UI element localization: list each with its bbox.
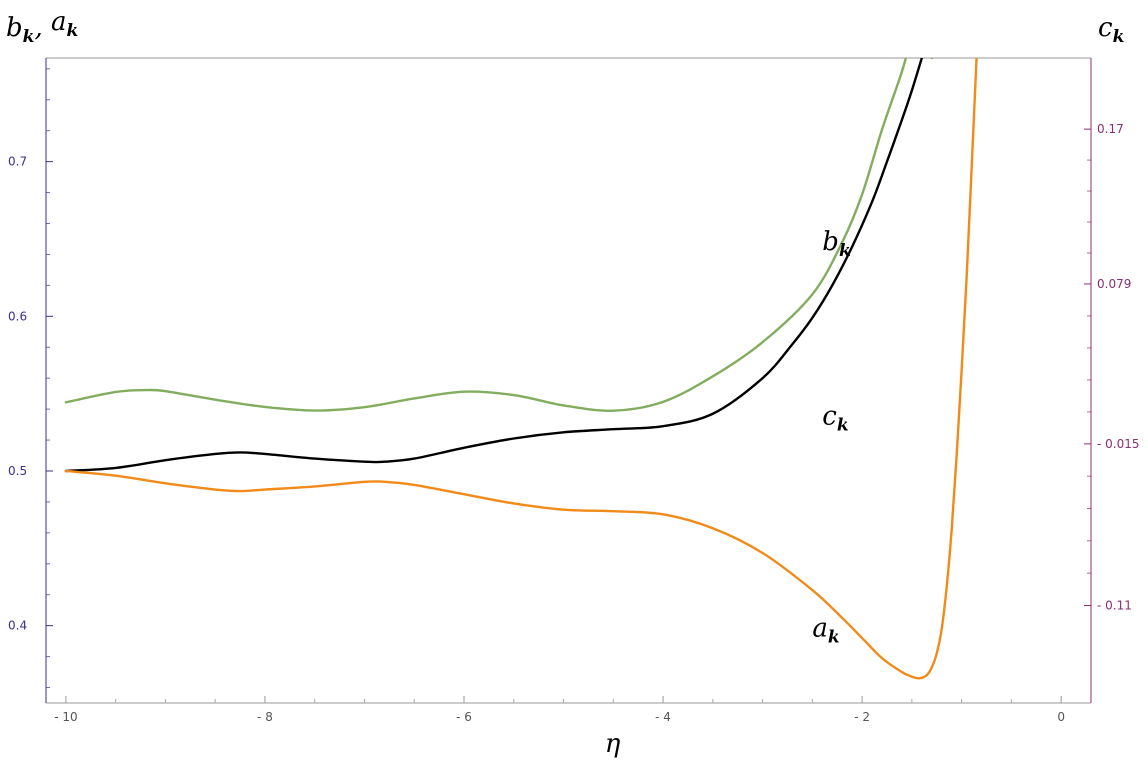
y-right-axis-title: ck	[1098, 13, 1124, 47]
axis-ticks: - 10 - 8 - 6 - 4 - 2 0 0.4 0.5 0.6 0.7 - 0.11 - 0.0…	[8, 68, 1140, 724]
x-tick-label: - 2	[854, 710, 870, 724]
x-tick-label: 0	[1057, 710, 1065, 724]
curve-label-bk: bk	[822, 227, 850, 261]
y-left-tick-label: 0.6	[8, 309, 27, 323]
x-tick-label: - 10	[54, 710, 77, 724]
y-left-title-part: ,	[34, 13, 51, 43]
plot-frame	[45, 57, 1092, 704]
curve-label-bk-sub: k	[839, 241, 851, 261]
y-right-tick-label: - 0.11	[1097, 599, 1132, 613]
y-left-title-part: k	[23, 27, 35, 47]
y-right-tick-label: 0.17	[1097, 122, 1124, 136]
y-left-tick-label: 0.7	[8, 155, 27, 169]
x-tick-label: - 4	[655, 710, 671, 724]
series-line-bk	[64, 58, 924, 473]
x-axis-title: η	[605, 729, 621, 759]
y-right-axis-title-base: c	[1098, 13, 1113, 43]
curve-label-ak-sub: k	[828, 627, 840, 647]
curve-label-ck-sub: k	[837, 416, 849, 436]
series-layer	[64, 58, 978, 680]
y-left-title-part: b	[6, 13, 23, 43]
curve-label-ak: ak	[812, 613, 839, 647]
y-right-tick-label: - 0.015	[1097, 437, 1140, 451]
curve-label-ck-base: c	[822, 402, 837, 432]
curve-label-bk-base: b	[822, 227, 839, 257]
y-right-tick-label: 0.079	[1097, 277, 1131, 291]
x-tick-label: - 8	[257, 710, 273, 724]
y-left-title-part: a	[51, 7, 67, 37]
curve-label-ck: ck	[822, 402, 848, 436]
y-left-tick-label: 0.5	[8, 464, 27, 478]
series-line-ak	[64, 58, 978, 680]
y-left-axis-title: bk, ak	[6, 7, 78, 47]
y-right-axis-title-sub: k	[1113, 27, 1125, 47]
y-left-title-part: k	[66, 21, 78, 41]
x-tick-label: - 6	[456, 710, 472, 724]
curve-label-ak-base: a	[812, 613, 828, 643]
series-line-ck	[64, 58, 933, 412]
y-left-tick-label: 0.4	[8, 619, 27, 633]
